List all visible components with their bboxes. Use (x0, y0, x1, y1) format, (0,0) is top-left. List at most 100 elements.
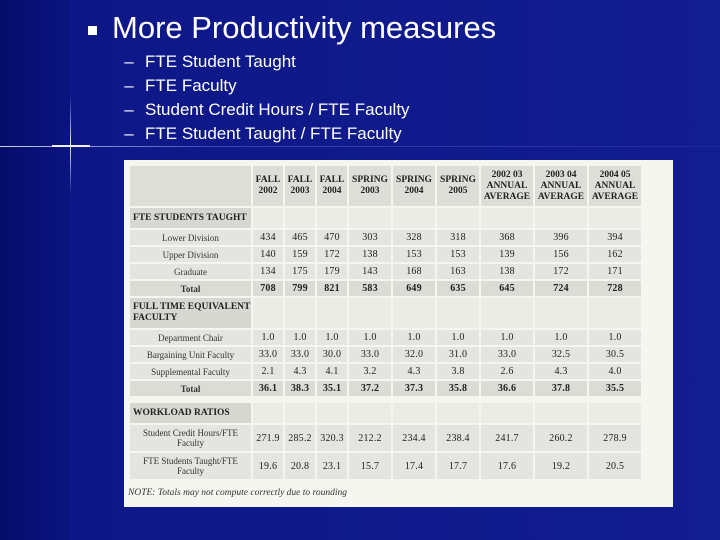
table-cell: 318 (437, 230, 479, 245)
table-cell: 234.4 (393, 425, 435, 451)
table-row: Bargaining Unit Faculty 33.0 33.0 30.0 33.0 3… (130, 347, 641, 362)
row-label: Student Credit Hours/FTE Faculty (130, 425, 251, 451)
table-cell: 303 (349, 230, 391, 245)
table-cell: 33.0 (349, 347, 391, 362)
row-label: Upper Division (130, 247, 251, 262)
table-cell: 31.0 (437, 347, 479, 362)
blank-cell (349, 403, 391, 423)
table-cell: 168 (393, 264, 435, 279)
table-cell: 821 (317, 281, 347, 296)
table-cell: 163 (437, 264, 479, 279)
blank-cell (285, 298, 315, 328)
table-cell: 153 (437, 247, 479, 262)
blank-cell (253, 208, 283, 228)
table-cell: 728 (589, 281, 641, 296)
table-cell: 15.7 (349, 453, 391, 479)
row-label: Graduate (130, 264, 251, 279)
bullet-text: FTE Student Taught (145, 52, 296, 71)
table-note: NOTE: Totals may not compute correctly d… (128, 488, 348, 498)
blank-cell (349, 298, 391, 328)
table-cell: 153 (393, 247, 435, 262)
table-cell: 645 (481, 281, 533, 296)
table-cell: 23.1 (317, 453, 347, 479)
spreadsheet-image: FALL 2002 FALL 2003 FALL 2004 SPRING 200… (124, 160, 673, 507)
table-cell: 320.3 (317, 425, 347, 451)
table-cell: 465 (285, 230, 315, 245)
blank-cell (317, 403, 347, 423)
row-label: FTE Students Taught/FTE Faculty (130, 453, 251, 479)
table-cell: 328 (393, 230, 435, 245)
table-cell: 394 (589, 230, 641, 245)
section-title: FULL TIME EQUIVALENT FACULTY (130, 298, 251, 328)
table-cell: 799 (285, 281, 315, 296)
table-cell: 143 (349, 264, 391, 279)
section-header-row: FTE STUDENTS TAUGHT (130, 208, 641, 228)
table-cell: 37.8 (535, 381, 587, 396)
blank-cell (317, 208, 347, 228)
table-cell: 368 (481, 230, 533, 245)
table-cell: 708 (253, 281, 283, 296)
blank-cell (589, 403, 641, 423)
table-cell: 434 (253, 230, 283, 245)
table-cell: 171 (589, 264, 641, 279)
table-cell: 37.3 (393, 381, 435, 396)
table-cell: 30.0 (317, 347, 347, 362)
horizontal-rule (0, 146, 720, 147)
table-cell: 156 (535, 247, 587, 262)
row-label: Bargaining Unit Faculty (130, 347, 251, 362)
row-label: Supplemental Faculty (130, 364, 251, 379)
table-cell: 635 (437, 281, 479, 296)
table-cell: 241.7 (481, 425, 533, 451)
table-cell: 33.0 (285, 347, 315, 362)
table-cell: 396 (535, 230, 587, 245)
table-cell: 3.8 (437, 364, 479, 379)
section-title: FTE STUDENTS TAUGHT (130, 208, 251, 228)
table-cell: 1.0 (317, 330, 347, 345)
table-cell: 1.0 (285, 330, 315, 345)
blank-cell (481, 298, 533, 328)
table-cell: 20.5 (589, 453, 641, 479)
table-cell: 32.0 (393, 347, 435, 362)
table-cell: 212.2 (349, 425, 391, 451)
bullet-text: FTE Faculty (145, 76, 237, 95)
table-cell: 1.0 (535, 330, 587, 345)
blank-cell (535, 403, 587, 423)
table-cell: 1.0 (253, 330, 283, 345)
table-cell: 1.0 (393, 330, 435, 345)
column-header: FALL 2004 (317, 166, 347, 206)
table-row: Graduate 134 175 179 143 168 163 138 172 171 (130, 264, 641, 279)
table-row: Supplemental Faculty 2.1 4.3 4.1 3.2 4.3 3.8 2.… (130, 364, 641, 379)
left-band (0, 0, 70, 540)
blank-cell (589, 208, 641, 228)
table-cell: 4.0 (589, 364, 641, 379)
table-row: Student Credit Hours/FTE Faculty 271.9 285… (130, 425, 641, 451)
table-cell: 1.0 (437, 330, 479, 345)
blank-cell (481, 208, 533, 228)
column-header: SPRING 2003 (349, 166, 391, 206)
column-header: SPRING 2004 (393, 166, 435, 206)
header-row: FALL 2002 FALL 2003 FALL 2004 SPRING 200… (130, 166, 641, 206)
square-bullet-icon (88, 26, 97, 35)
table-cell: 138 (481, 264, 533, 279)
table-cell: 162 (589, 247, 641, 262)
slide-title: More Productivity measures (112, 10, 497, 45)
table-cell: 278.9 (589, 425, 641, 451)
blank-cell (437, 208, 479, 228)
table-cell: 38.3 (285, 381, 315, 396)
blank-cell (285, 208, 315, 228)
table-cell: 20.8 (285, 453, 315, 479)
sparkle-accent (52, 145, 90, 147)
table-body: FTE STUDENTS TAUGHT Lower Division 434 465 4… (130, 208, 641, 479)
column-header: FALL 2002 (253, 166, 283, 206)
table-row: Total 708 799 821 583 649 635 645 724 728 (130, 281, 641, 296)
column-header: FALL 2003 (285, 166, 315, 206)
table-cell: 172 (535, 264, 587, 279)
table-cell: 19.2 (535, 453, 587, 479)
table-cell: 583 (349, 281, 391, 296)
table-cell: 3.2 (349, 364, 391, 379)
table-cell: 17.6 (481, 453, 533, 479)
column-header: 2003 04 ANNUAL AVERAGE (535, 166, 587, 206)
table-cell: 36.1 (253, 381, 283, 396)
blank-cell (437, 403, 479, 423)
table-cell: 17.7 (437, 453, 479, 479)
